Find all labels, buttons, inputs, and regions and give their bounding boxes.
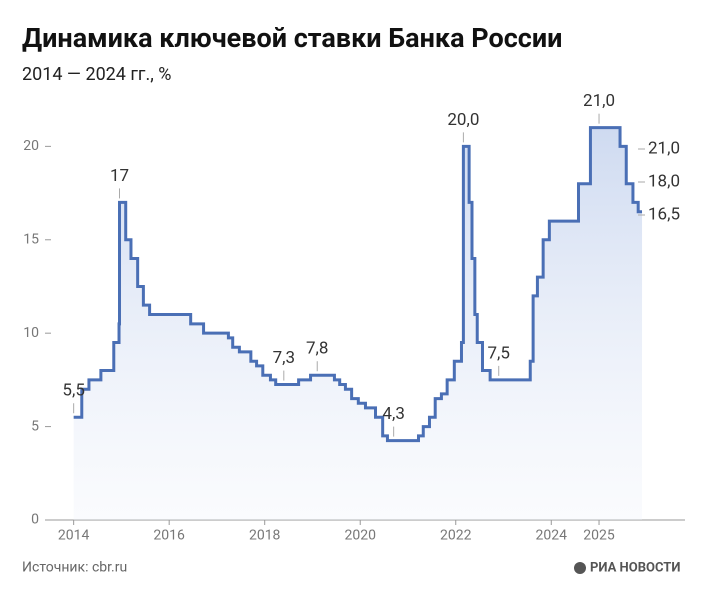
chart-title: Динамика ключевой ставки Банка России [22, 22, 562, 54]
brand: РИА НОВОСТИ [590, 560, 680, 575]
logo-icon [574, 562, 586, 574]
chart-subtitle: 2014 — 2024 гг., % [22, 64, 171, 85]
right-label: 21,0 [648, 138, 680, 158]
y-tick-label: 20 [23, 138, 39, 154]
annotation: 17 [110, 166, 129, 186]
x-tick-label: 2020 [344, 528, 376, 544]
x-tick-label: 2022 [440, 528, 472, 544]
annotation: 7,8 [306, 339, 328, 359]
x-tick-label: 2024 [536, 528, 568, 544]
area [73, 127, 643, 520]
annotation: 7,5 [487, 343, 509, 363]
x-tick-label: 2014 [58, 528, 90, 544]
y-tick-label: 0 [31, 512, 39, 528]
annotation: 20,0 [447, 110, 479, 130]
source: Источник: cbr.ru [22, 560, 127, 576]
line [73, 126, 643, 443]
x-tick-label: 2018 [249, 528, 281, 544]
y-tick-label: 15 [23, 231, 39, 247]
annotation: 21,0 [583, 91, 615, 111]
x-tick-label: 2025 [583, 528, 615, 544]
annotation: 4,3 [382, 404, 404, 424]
y-tick-label: 10 [23, 325, 39, 341]
y-tick-label: 5 [31, 418, 39, 434]
annotation: 7,3 [273, 348, 295, 368]
annotation: 5,5 [62, 381, 84, 401]
right-label: 18,0 [648, 171, 680, 191]
right-label: 16,5 [648, 204, 680, 224]
x-tick-label: 2016 [153, 528, 185, 544]
